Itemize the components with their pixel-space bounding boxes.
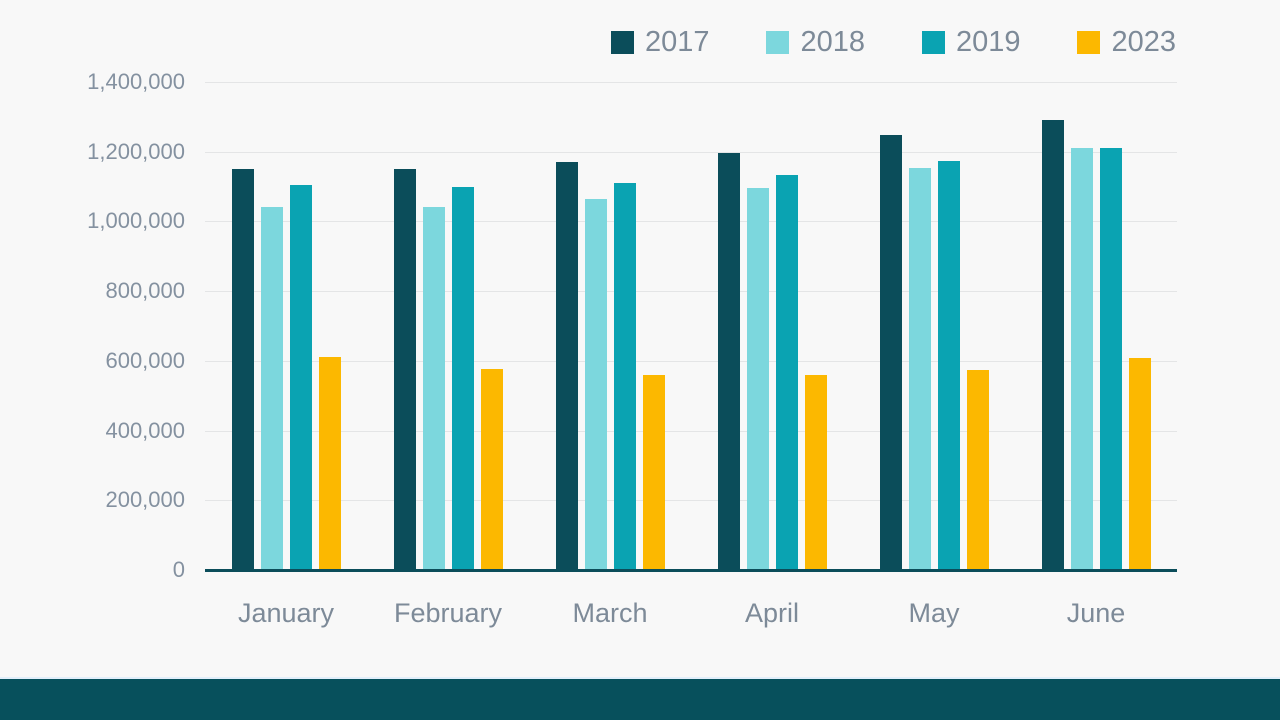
bar-june-2017[interactable] [1042, 120, 1064, 570]
y-axis-tick-label: 1,000,000 [87, 208, 185, 233]
x-axis-label-may: May [908, 598, 960, 628]
bar-february-2018[interactable] [423, 207, 445, 570]
bar-may-2019[interactable] [938, 161, 960, 570]
gridline-1,200,000 [205, 152, 1177, 153]
y-axis-tick-label: 1,200,000 [87, 139, 185, 164]
x-axis-label-february: February [393, 598, 503, 628]
bar-february-2023[interactable] [481, 369, 503, 570]
legend-label-2019: 2019 [955, 26, 1021, 58]
bar-january-2018[interactable] [261, 207, 283, 570]
gridline-200,000 [205, 500, 1177, 501]
x-axis-label-june: June [1066, 598, 1126, 628]
bar-january-2019[interactable] [290, 185, 312, 570]
legend-swatch-2017 [610, 31, 634, 54]
bar-january-2023[interactable] [319, 357, 341, 570]
bar-march-2017[interactable] [556, 162, 578, 570]
bar-february-2019[interactable] [452, 187, 474, 570]
footer-band [0, 679, 1280, 720]
x-axis-label-january: January [237, 598, 335, 628]
bar-june-2018[interactable] [1071, 148, 1093, 570]
y-axis-tick-label: 800,000 [105, 278, 185, 303]
bar-may-2023[interactable] [967, 370, 989, 570]
bar-april-2018[interactable] [747, 188, 769, 570]
legend-label-2017: 2017 [644, 26, 710, 58]
legend-item-2023[interactable]: 2023 [1077, 28, 1176, 57]
gridline-1,400,000 [205, 82, 1177, 83]
bar-april-2017[interactable] [718, 153, 740, 570]
legend-swatch-2018 [766, 31, 790, 54]
y-axis-tick-label: 0 [172, 557, 185, 582]
bar-april-2023[interactable] [805, 375, 827, 570]
bar-june-2023[interactable] [1129, 358, 1151, 570]
gridline-400,000 [205, 431, 1177, 432]
chart-legend: 2017 2018 2019 2023 [610, 26, 1176, 58]
bar-april-2019[interactable] [776, 175, 798, 570]
legend-swatch-2023 [1077, 31, 1101, 54]
legend-swatch-2019 [921, 31, 945, 54]
legend-label-2018: 2018 [800, 26, 865, 58]
x-axis-label-march: March [572, 598, 648, 628]
legend-label-2023: 2023 [1111, 26, 1176, 58]
bar-march-2023[interactable] [643, 375, 665, 570]
gridline-600,000 [205, 361, 1177, 362]
legend-item-2017[interactable]: 2017 [610, 26, 710, 58]
bar-march-2018[interactable] [585, 199, 607, 570]
y-axis-tick-label: 200,000 [105, 487, 185, 512]
y-axis-tick-label: 400,000 [105, 418, 185, 443]
bar-january-2017[interactable] [232, 169, 254, 570]
footer-hairline [0, 677, 1280, 679]
bar-june-2019[interactable] [1100, 148, 1122, 570]
gridline-1,000,000 [205, 221, 1177, 222]
bar-march-2019[interactable] [614, 183, 636, 570]
legend-item-2019[interactable]: 2019 [921, 26, 1021, 58]
legend-item-2018[interactable]: 2018 [766, 28, 865, 57]
gridline-800,000 [205, 291, 1177, 292]
bar-may-2017[interactable] [880, 135, 902, 570]
x-axis-baseline [205, 569, 1177, 572]
y-axis-tick-label: 1,400,000 [87, 69, 185, 94]
y-axis-tick-label: 600,000 [105, 348, 185, 373]
x-axis-label-april: April [744, 598, 799, 628]
bar-may-2018[interactable] [909, 168, 931, 570]
bar-february-2017[interactable] [394, 169, 416, 570]
